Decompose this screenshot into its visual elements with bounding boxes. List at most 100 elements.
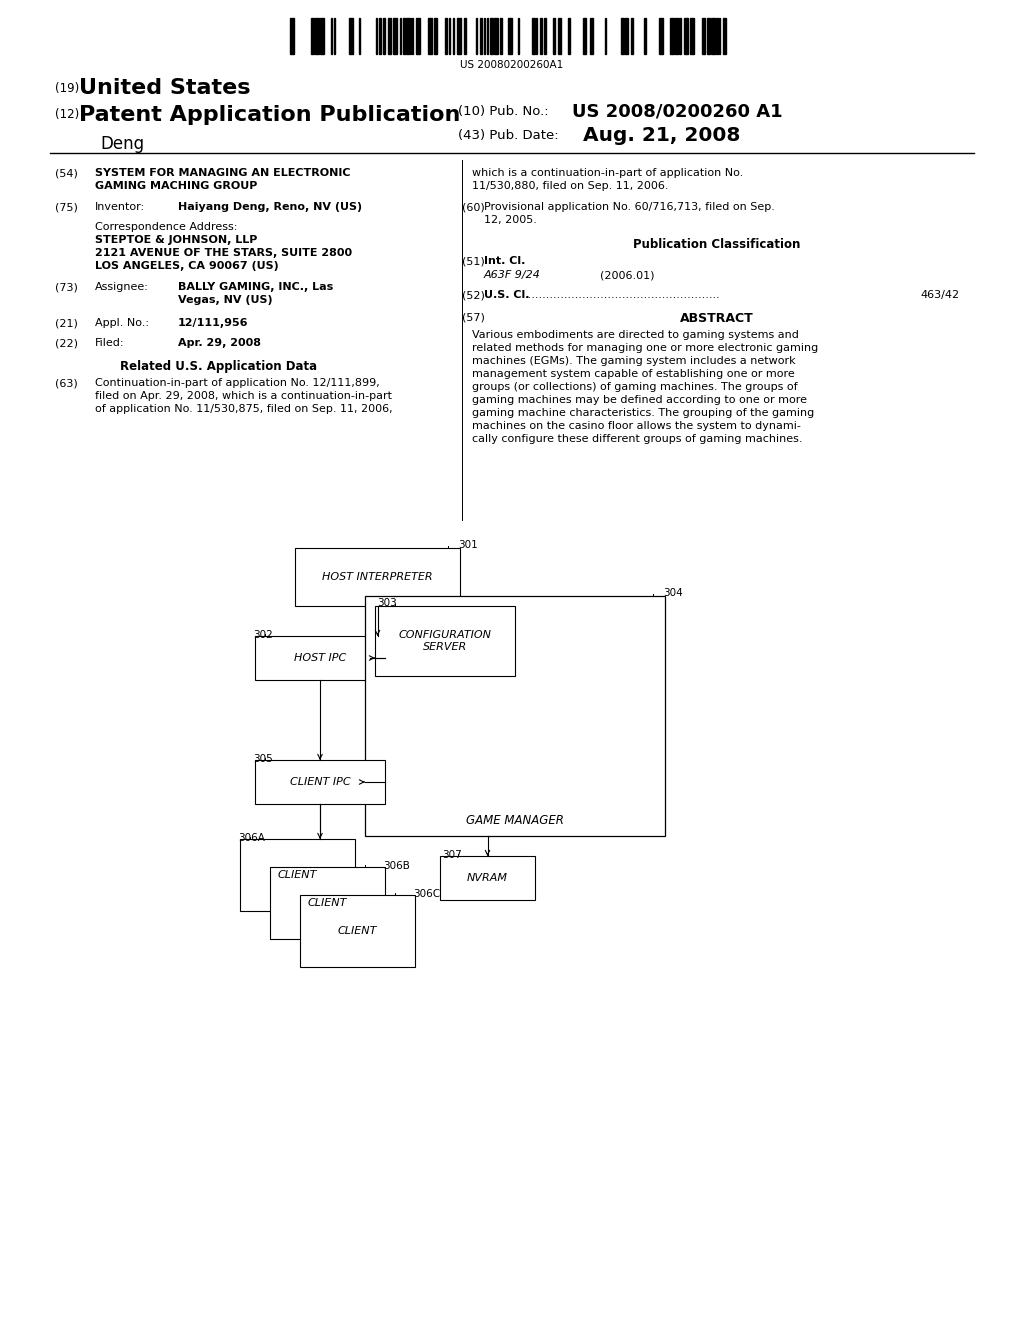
Bar	[583, 18, 586, 54]
Text: 12, 2005.: 12, 2005.	[484, 215, 537, 224]
Bar	[480, 18, 482, 54]
Text: NVRAM: NVRAM	[467, 873, 508, 883]
Text: STEPTOE & JOHNSON, LLP: STEPTOE & JOHNSON, LLP	[95, 235, 257, 246]
Bar	[255, 636, 385, 680]
Bar	[568, 18, 570, 54]
Bar	[590, 18, 593, 54]
Bar	[464, 18, 466, 54]
Text: Haiyang Deng, Reno, NV (US): Haiyang Deng, Reno, NV (US)	[178, 202, 362, 213]
Text: 303: 303	[377, 598, 396, 609]
Text: GAME MANAGER: GAME MANAGER	[466, 814, 564, 828]
Text: U.S. Cl.: U.S. Cl.	[484, 290, 529, 300]
Bar	[659, 18, 663, 54]
Bar	[644, 18, 646, 54]
Text: (51): (51)	[462, 256, 484, 267]
Text: Publication Classification: Publication Classification	[633, 238, 801, 251]
Bar	[300, 895, 415, 968]
Bar	[553, 18, 555, 54]
Bar	[723, 18, 726, 54]
Text: Vegas, NV (US): Vegas, NV (US)	[178, 294, 272, 305]
Text: 11/530,880, filed on Sep. 11, 2006.: 11/530,880, filed on Sep. 11, 2006.	[472, 181, 669, 191]
Text: Filed:: Filed:	[95, 338, 125, 348]
Bar	[406, 18, 409, 54]
Bar	[388, 18, 391, 54]
Bar	[416, 18, 420, 54]
Bar	[379, 18, 381, 54]
Text: machines on the casino floor allows the system to dynami-: machines on the casino floor allows the …	[472, 421, 801, 432]
Text: Related U.S. Application Data: Related U.S. Application Data	[120, 360, 317, 374]
Bar	[500, 18, 502, 54]
Bar	[311, 18, 314, 54]
Text: related methods for managing one or more electronic gaming: related methods for managing one or more…	[472, 343, 818, 352]
Text: Provisional application No. 60/716,713, filed on Sep.: Provisional application No. 60/716,713, …	[484, 202, 775, 213]
Text: Int. Cl.: Int. Cl.	[484, 256, 525, 267]
Text: LOS ANGELES, CA 90067 (US): LOS ANGELES, CA 90067 (US)	[95, 261, 279, 271]
Bar	[690, 18, 694, 54]
Text: gaming machines may be defined according to one or more: gaming machines may be defined according…	[472, 395, 807, 405]
Bar	[490, 18, 493, 54]
Text: of application No. 11/530,875, filed on Sep. 11, 2006,: of application No. 11/530,875, filed on …	[95, 404, 392, 414]
Text: 307: 307	[442, 850, 462, 861]
Text: CLIENT: CLIENT	[308, 898, 347, 908]
Bar	[558, 18, 561, 54]
Bar	[270, 867, 385, 939]
Text: (52): (52)	[462, 290, 485, 300]
Text: (73): (73)	[55, 282, 78, 292]
Text: Correspondence Address:: Correspondence Address:	[95, 222, 238, 232]
Text: (54): (54)	[55, 168, 78, 178]
Bar	[707, 18, 710, 54]
Text: groups (or collections) of gaming machines. The groups of: groups (or collections) of gaming machin…	[472, 381, 798, 392]
Text: BALLY GAMING, INC., Las: BALLY GAMING, INC., Las	[178, 282, 333, 292]
Text: 304: 304	[663, 587, 683, 598]
Text: 12/111,956: 12/111,956	[178, 318, 249, 327]
Bar	[540, 18, 542, 54]
Text: 2121 AVENUE OF THE STARS, SUITE 2800: 2121 AVENUE OF THE STARS, SUITE 2800	[95, 248, 352, 257]
Bar	[445, 18, 447, 54]
Bar	[544, 18, 546, 54]
Text: (60): (60)	[462, 202, 484, 213]
Text: CLIENT: CLIENT	[338, 927, 377, 936]
Text: filed on Apr. 29, 2008, which is a continuation-in-part: filed on Apr. 29, 2008, which is a conti…	[95, 391, 392, 401]
Text: cally configure these different groups of gaming machines.: cally configure these different groups o…	[472, 434, 803, 444]
Bar	[457, 18, 461, 54]
Bar	[494, 18, 498, 54]
Bar	[670, 18, 674, 54]
Bar	[625, 18, 628, 54]
Text: machines (EGMs). The gaming system includes a network: machines (EGMs). The gaming system inclu…	[472, 356, 796, 366]
Bar	[675, 18, 678, 54]
Bar	[365, 597, 665, 836]
Text: CLIENT: CLIENT	[278, 870, 317, 880]
Text: US 2008/0200260 A1: US 2008/0200260 A1	[572, 103, 782, 121]
Text: (12): (12)	[55, 108, 79, 121]
Text: A63F 9/24: A63F 9/24	[484, 271, 541, 280]
Text: Various embodiments are directed to gaming systems and: Various embodiments are directed to gami…	[472, 330, 799, 341]
Text: 463/42: 463/42	[921, 290, 961, 300]
Text: Assignee:: Assignee:	[95, 282, 148, 292]
Text: (43) Pub. Date:: (43) Pub. Date:	[458, 129, 559, 143]
Text: Apr. 29, 2008: Apr. 29, 2008	[178, 338, 261, 348]
Text: which is a continuation-in-part of application No.: which is a continuation-in-part of appli…	[472, 168, 743, 178]
Bar	[383, 18, 385, 54]
Bar	[631, 18, 633, 54]
Text: (63): (63)	[55, 378, 78, 388]
Bar	[319, 18, 324, 54]
Text: CONFIGURATION
SERVER: CONFIGURATION SERVER	[398, 630, 492, 652]
Text: management system capable of establishing one or more: management system capable of establishin…	[472, 370, 795, 379]
Bar	[440, 855, 535, 900]
Text: 306B: 306B	[383, 861, 410, 871]
Text: US 20080200260A1: US 20080200260A1	[461, 59, 563, 70]
Bar	[403, 18, 406, 54]
Bar	[508, 18, 512, 54]
Text: (2006.01): (2006.01)	[600, 271, 654, 280]
Text: 302: 302	[253, 630, 272, 640]
Bar	[711, 18, 715, 54]
Text: (75): (75)	[55, 202, 78, 213]
Bar	[621, 18, 624, 54]
Text: ......................................................: ........................................…	[525, 290, 721, 300]
Text: ABSTRACT: ABSTRACT	[680, 312, 754, 325]
Text: 306C: 306C	[413, 888, 440, 899]
Text: (57): (57)	[462, 312, 485, 322]
Bar	[393, 18, 397, 54]
Bar	[532, 18, 535, 54]
Bar	[428, 18, 432, 54]
